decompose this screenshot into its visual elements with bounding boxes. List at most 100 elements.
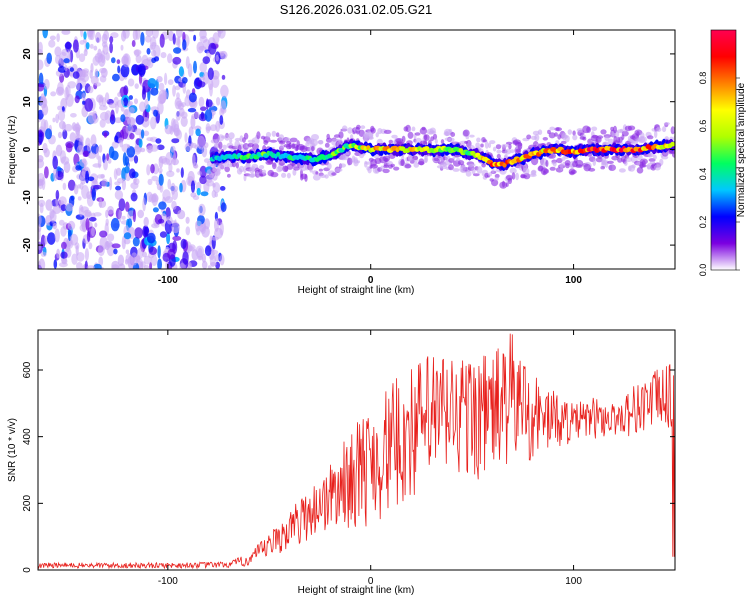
noise-blob — [117, 99, 125, 108]
noise-blob — [75, 165, 82, 171]
noise-blob — [43, 148, 50, 158]
noise-blob — [104, 240, 110, 251]
ridge-halo — [542, 137, 548, 141]
ridge-halo — [462, 129, 470, 137]
noise-blob — [188, 244, 196, 252]
noise-blob — [197, 171, 202, 176]
noise-blob — [38, 260, 42, 269]
noise-blob — [131, 40, 136, 47]
noise-blob — [81, 222, 86, 231]
noise-blob — [176, 30, 183, 38]
noise-blob — [38, 172, 45, 183]
ridge-halo — [434, 138, 438, 144]
noise-blob — [73, 184, 79, 195]
ridge-halo — [423, 134, 430, 141]
noise-blob — [64, 64, 68, 72]
spectrogram-x-tick-label: 100 — [565, 275, 582, 286]
ridge-halo — [304, 173, 308, 182]
snr-panel: -100 0 100 0 200 400 600 Height of straight li… — [7, 329, 676, 596]
noise-blob — [157, 167, 163, 173]
noise-blob — [124, 109, 129, 116]
ridge-halo — [251, 137, 260, 145]
ridge-halo — [412, 155, 419, 161]
noise-blob — [130, 192, 138, 202]
noise-blob — [192, 195, 200, 201]
noise-blob — [124, 258, 129, 265]
spectrogram-y-tick-label: -10 — [22, 190, 33, 205]
ridge-halo — [608, 164, 616, 171]
noise-blob — [150, 87, 159, 96]
noise-blob — [215, 97, 221, 106]
ridge-halo — [318, 168, 323, 172]
ridge-halo — [619, 128, 624, 133]
noise-blob — [140, 147, 146, 153]
ridge-halo — [526, 134, 532, 140]
ridge-halo — [291, 143, 296, 150]
noise-blob — [99, 105, 108, 111]
noise-blob — [104, 92, 110, 103]
ridge-halo — [509, 167, 517, 174]
noise-blob — [157, 101, 164, 115]
noise-blob — [92, 163, 102, 168]
noise-blob — [71, 253, 78, 265]
noise-blob — [145, 35, 152, 43]
noise-blob — [120, 64, 130, 78]
ridge-halo — [401, 135, 406, 143]
noise-blob — [78, 138, 84, 152]
ridge-halo — [288, 142, 292, 150]
noise-blob — [220, 100, 227, 113]
noise-blob — [76, 252, 85, 262]
ridge-halo — [382, 168, 390, 174]
noise-blob — [129, 132, 135, 140]
ridge-halo — [659, 158, 664, 166]
ridge-halo — [517, 142, 523, 150]
noise-blob — [87, 30, 94, 40]
noise-blob — [129, 168, 136, 179]
noise-blob — [153, 109, 158, 117]
noise-blob — [197, 81, 206, 88]
noise-blob — [99, 198, 103, 209]
ridge-halo — [576, 128, 584, 133]
noise-blob — [76, 262, 83, 269]
noise-blob — [172, 235, 182, 241]
ridge-halo — [331, 172, 337, 176]
noise-blob — [165, 152, 174, 166]
ridge-halo — [595, 157, 603, 163]
noise-blob — [93, 184, 102, 190]
noise-blob — [80, 171, 87, 185]
noise-blob — [118, 263, 126, 269]
ridge-halo — [564, 135, 570, 143]
noise-blob — [57, 110, 66, 122]
ridge-halo — [448, 158, 455, 163]
noise-blob — [82, 150, 89, 157]
noise-blob — [158, 218, 165, 224]
noise-blob — [83, 31, 87, 40]
noise-blob — [199, 62, 207, 73]
noise-blob — [166, 232, 171, 245]
noise-blob — [97, 244, 105, 257]
noise-blob — [170, 182, 176, 195]
noise-blob — [194, 111, 200, 119]
noise-blob — [158, 82, 165, 91]
ridge-halo — [390, 163, 395, 168]
noise-blob — [119, 139, 124, 148]
noise-blob — [132, 209, 136, 223]
noise-blob — [198, 203, 206, 216]
ridge-halo — [625, 157, 633, 163]
noise-blob — [103, 132, 108, 138]
noise-blob — [60, 156, 70, 165]
noise-blob — [180, 111, 188, 119]
ridge-halo — [393, 166, 400, 171]
noise-blob — [61, 258, 68, 265]
ridge-halo — [604, 136, 610, 142]
noise-blob — [175, 110, 181, 121]
noise-blob — [88, 217, 97, 222]
ridge-halo — [445, 130, 449, 137]
noise-blob — [87, 152, 97, 159]
ridge-halo — [281, 172, 287, 178]
ridge-halo — [228, 132, 235, 140]
noise-blob — [138, 138, 143, 148]
ridge-halo — [278, 140, 286, 145]
ridge-halo — [560, 140, 567, 145]
ridge-halo — [271, 130, 277, 137]
